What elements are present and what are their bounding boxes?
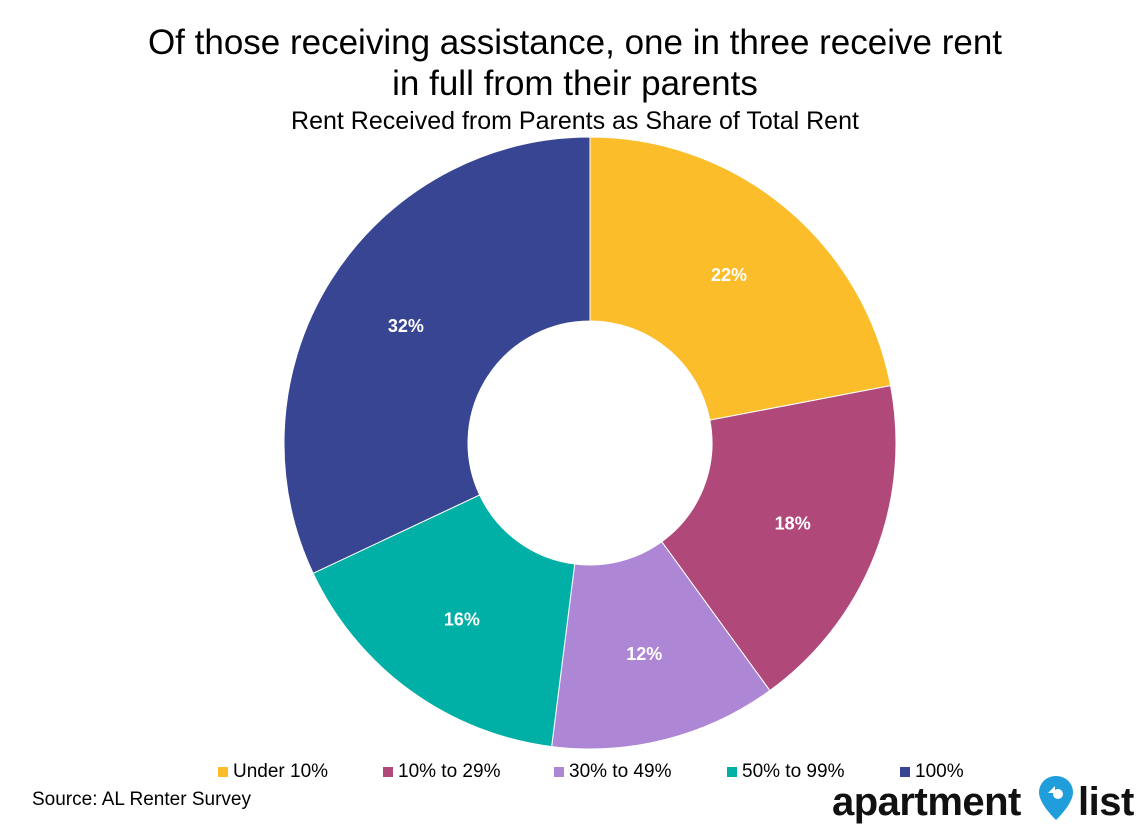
- legend-swatch-30pct-to-49pct: [554, 767, 564, 777]
- legend-item-50pct-to-99pct: 50% to 99%: [727, 760, 844, 784]
- donut-slice-labels: 22% 18% 12% 16% 32%: [388, 265, 811, 664]
- slice-label-100pct: 32%: [388, 316, 424, 336]
- chart-title-line-2: in full from their parents: [392, 64, 758, 103]
- donut-slices: [283, 136, 897, 750]
- slice-under-10pct: [589, 136, 892, 421]
- legend-item-30pct-to-49pct: 30% to 49%: [554, 760, 671, 784]
- chart-legend: Under 10% 10% to 29% 30% to 49% 50% to 99% 1…: [0, 760, 1140, 784]
- slice-100pct: [283, 136, 591, 574]
- legend-label-30pct-to-49pct: 30% to 49%: [569, 761, 672, 782]
- legend-swatch-10pct-to-29pct: [383, 767, 393, 777]
- legend-label-100pct: 100%: [915, 761, 964, 782]
- slice-label-50pct-to-99pct: 16%: [444, 609, 480, 629]
- slice-10pct-to-29pct: [661, 385, 897, 692]
- logo-text-list: list: [1078, 780, 1134, 824]
- legend-swatch-100pct: [900, 767, 910, 777]
- apartment-list-logo: apartment list: [832, 774, 1138, 826]
- legend-swatch-50pct-to-99pct: [727, 767, 737, 777]
- legend-label-50pct-to-99pct: 50% to 99%: [742, 761, 845, 782]
- legend-item-10pct-to-29pct: 10% to 29%: [383, 760, 500, 784]
- legend-swatch-under-10pct: [218, 767, 228, 777]
- slice-label-10pct-to-29pct: 18%: [775, 513, 811, 533]
- slice-label-30pct-to-49pct: 12%: [626, 644, 662, 664]
- slice-label-under-10pct: 22%: [711, 265, 747, 285]
- chart-title-line-1: Of those receiving assistance, one in th…: [147, 23, 1003, 62]
- logo-text-apartment: apartment: [832, 780, 1021, 824]
- legend-label-under-10pct: Under 10%: [233, 761, 329, 782]
- slice-30pct-to-49pct: [551, 541, 771, 750]
- legend-label-10pct-to-29pct: 10% to 29%: [398, 761, 501, 782]
- chart-subtitle: Rent Received from Parents as Share of T…: [291, 107, 859, 135]
- map-pin-icon: [1039, 776, 1073, 820]
- source-note: Source: AL Renter Survey: [32, 789, 251, 810]
- legend-item-100pct: 100%: [900, 760, 964, 784]
- slice-50pct-to-99pct: [312, 494, 576, 748]
- legend-item-under-10pct: Under 10%: [218, 760, 328, 784]
